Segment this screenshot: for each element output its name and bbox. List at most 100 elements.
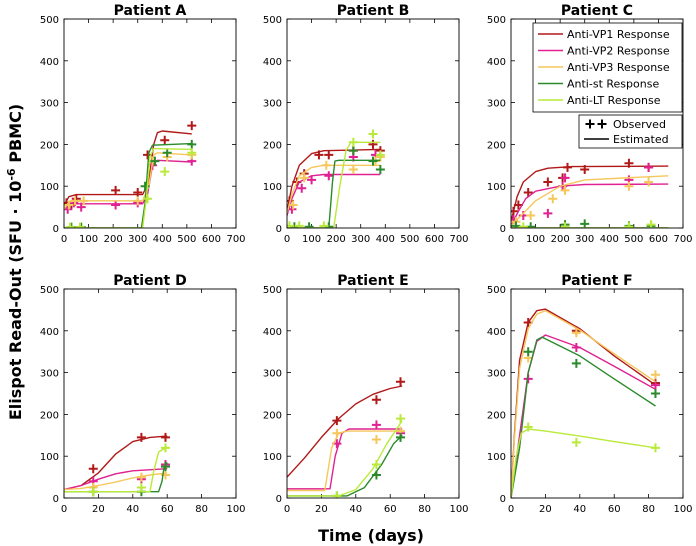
panel-patient-a: Patient A 0 100 200 300 400 500 600 700 0 100 200 30…	[40, 3, 246, 245]
observed-point	[160, 432, 170, 442]
panel-frame	[510, 288, 684, 499]
observed-point	[624, 181, 634, 191]
observed-point	[304, 222, 314, 228]
x-tick-label: 100	[673, 504, 692, 515]
x-tick-label: 0	[508, 234, 514, 245]
y-tick-label: 100	[40, 182, 59, 193]
observed-point	[624, 158, 634, 168]
observed-point	[396, 377, 406, 387]
series-anti-vp3-response	[511, 175, 669, 227]
y-tick-label: 400	[487, 327, 506, 338]
y-tick-label: 0	[53, 224, 59, 235]
estimated-line	[64, 462, 168, 493]
observed-point	[332, 491, 342, 498]
observed-point	[548, 194, 558, 204]
observed-point	[64, 200, 74, 210]
estimated-line	[511, 308, 656, 498]
observed-point	[518, 222, 528, 228]
x-tick-label: 700	[226, 234, 245, 245]
x-tick-label: 400	[376, 234, 395, 245]
observed-point	[375, 150, 385, 160]
plot-area	[64, 121, 197, 228]
observed-point	[396, 432, 406, 442]
x-tick-label: 300	[351, 234, 370, 245]
observed-point	[160, 167, 170, 177]
y-tick-label: 400	[263, 327, 282, 338]
observed-point	[563, 162, 573, 172]
observed-point	[523, 347, 533, 357]
x-tick-label: 60	[384, 504, 397, 515]
observed-point	[543, 177, 553, 187]
observed-point	[650, 370, 660, 380]
observed-point	[396, 414, 406, 424]
panel-frame	[286, 18, 460, 229]
x-axis-label: Time (days)	[318, 526, 424, 545]
observed-point	[111, 185, 121, 195]
panel-frame	[63, 288, 237, 499]
observed-point	[371, 420, 381, 430]
observed-point	[368, 156, 378, 166]
observed-marker-sample	[597, 119, 607, 129]
panel-frame	[286, 288, 460, 499]
x-tick-label: 0	[284, 504, 290, 515]
legend-observed-label: Observed	[613, 118, 666, 131]
panel-title: Patient B	[337, 3, 410, 19]
observed-point	[523, 422, 533, 432]
observed-point	[287, 221, 294, 228]
y-tick-label: 200	[487, 140, 506, 151]
y-tick-label: 400	[487, 57, 506, 68]
x-tick-label: 100	[302, 234, 321, 245]
panel-patient-b: Patient B 0 100 200 300 400 500 600 700 0 100 200 30…	[263, 3, 469, 245]
observed-point	[571, 437, 581, 447]
observed-point	[321, 160, 331, 170]
estimated-line	[287, 173, 381, 216]
y-tick-label: 500	[487, 15, 506, 26]
y-tick-label: 100	[487, 452, 506, 463]
observed-point	[160, 443, 170, 453]
y-tick-label: 500	[263, 15, 282, 26]
observed-point	[371, 395, 381, 405]
x-tick-label: 700	[673, 234, 692, 245]
observed-point	[650, 380, 660, 390]
y-tick-label: 0	[53, 494, 59, 505]
x-tick-label: 20	[315, 504, 328, 515]
observed-point	[76, 202, 86, 212]
y-tick-label: 100	[487, 182, 506, 193]
observed-point	[287, 204, 297, 214]
x-tick-label: 200	[551, 234, 570, 245]
y-axis-label: Elispot Read-Out (SFU · 10-6 PBMC)	[5, 104, 25, 420]
y-tick-label: 200	[40, 410, 59, 421]
estimated-line	[64, 142, 192, 228]
series-anti-lt-response	[287, 129, 385, 228]
observed-point	[571, 343, 581, 353]
y-tick-label: 500	[263, 285, 282, 296]
observed-point	[371, 434, 381, 444]
observed-point	[650, 389, 660, 398]
y-tick-label: 500	[40, 285, 59, 296]
panel-patient-d: Patient D 0 20 40 60 80 100 0 100 200 300 400 500	[40, 273, 246, 515]
x-tick-label: 60	[608, 504, 621, 515]
observed-point	[299, 173, 309, 183]
observed-point	[324, 171, 334, 181]
y-tick-label: 300	[263, 369, 282, 380]
observed-point	[375, 164, 385, 174]
x-tick-label: 20	[92, 504, 105, 515]
legend-label: Anti-VP1 Response	[567, 28, 670, 41]
observed-point	[319, 221, 329, 228]
series-anti-vp1-response	[511, 308, 660, 498]
observed-marker-sample	[585, 119, 595, 129]
estimated-line	[511, 175, 669, 227]
estimated-line	[287, 385, 403, 478]
plot-area	[511, 158, 669, 228]
observed-point	[560, 222, 570, 228]
x-tick-label: 700	[449, 234, 468, 245]
observed-point	[644, 162, 654, 172]
estimated-line	[64, 130, 192, 206]
observed-point	[580, 164, 590, 174]
x-tick-label: 40	[349, 504, 362, 515]
series-anti-st-response	[511, 336, 660, 498]
y-tick-label: 400	[263, 57, 282, 68]
x-tick-label: 600	[202, 234, 221, 245]
series-anti-lt-response	[64, 147, 197, 228]
observed-point	[162, 148, 172, 158]
